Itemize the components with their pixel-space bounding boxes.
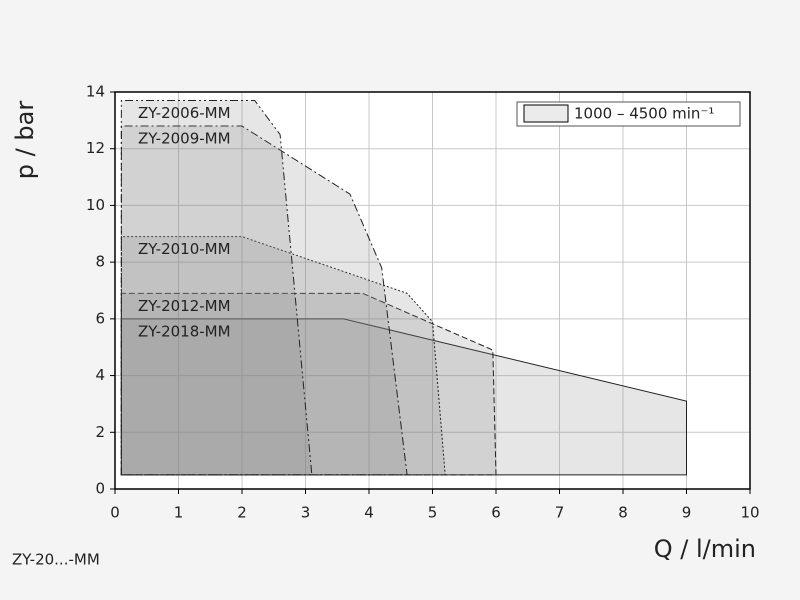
x-tick-label: 6 (491, 504, 501, 522)
y-axis-title: p / bar (11, 101, 39, 180)
x-tick-label: 5 (428, 504, 438, 522)
footnote: ZY-20...-MM (12, 551, 100, 569)
series-label: ZY-2009-MM (138, 130, 231, 148)
plot-frame (114, 91, 751, 490)
area (120, 236, 446, 476)
legend-swatch (523, 104, 569, 123)
y-tick-label: 14 (86, 83, 105, 101)
y-tick-label: 4 (95, 366, 105, 384)
x-tick-label: 9 (682, 504, 692, 522)
series-label: ZY-2018-MM (138, 322, 231, 340)
x-tick-label: 3 (301, 504, 311, 522)
x-tick-label: 4 (364, 504, 374, 522)
x-tick-label: 7 (555, 504, 565, 522)
y-tick-label: 8 (95, 253, 105, 271)
x-axis-title: Q / l/min (654, 535, 756, 563)
x-tick-label: 10 (740, 504, 759, 522)
y-tick-label: 10 (86, 196, 105, 214)
series-label: ZY-2010-MM (138, 240, 231, 258)
x-tick-label: 0 (110, 504, 120, 522)
y-tick-label: 0 (95, 480, 105, 498)
x-tick-label: 1 (174, 504, 184, 522)
series-label: ZY-2006-MM (138, 104, 231, 122)
x-tick-label: 8 (618, 504, 628, 522)
y-tick-label: 6 (95, 309, 105, 327)
series-label: ZY-2012-MM (138, 297, 231, 315)
legend-label: 1000 – 4500 min⁻¹ (574, 105, 714, 123)
x-tick-label: 2 (237, 504, 247, 522)
y-tick-label: 2 (95, 423, 105, 441)
y-tick-label: 12 (86, 139, 105, 157)
area (120, 100, 313, 476)
